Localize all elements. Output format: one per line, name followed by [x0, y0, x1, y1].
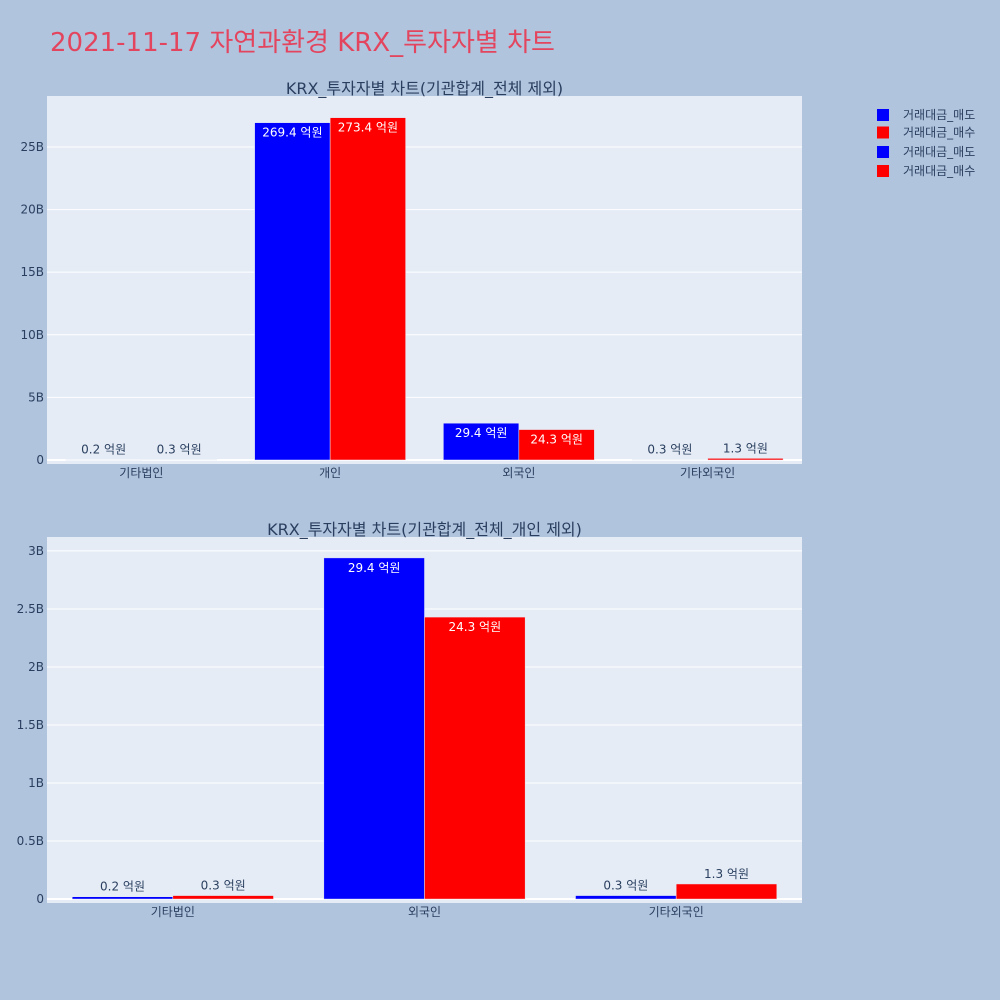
data-label: 0.3 억원: [201, 879, 246, 893]
y-tick-label: 25B: [20, 140, 44, 154]
y-tick-label: 20B: [20, 203, 44, 217]
data-label: 24.3 억원: [530, 433, 583, 447]
data-label: 0.2 억원: [100, 880, 145, 894]
bar: [675, 883, 778, 900]
bar: [518, 429, 595, 461]
legend-item-sell[interactable]: 거래대금_매도: [877, 108, 975, 122]
legend-label: 거래대금_매도: [903, 108, 975, 122]
legend-item-sell[interactable]: 거래대금_매도: [877, 145, 975, 159]
plot-area: [47, 96, 802, 464]
bar: [329, 117, 406, 461]
y-tick-label: 10B: [20, 328, 44, 342]
legend: 거래대금_매도 거래대금_매수 거래대금_매도 거래대금_매수: [877, 108, 975, 178]
x-tick-label: 기타법인: [119, 466, 163, 480]
legend-swatch: [877, 165, 889, 177]
subplot-title: KRX_투자자별 차트(기관합계_전체 제외): [286, 79, 563, 99]
y-tick-label: 0.5B: [17, 834, 44, 848]
y-tick-label: 3B: [28, 544, 44, 558]
data-label: 0.3 억원: [603, 879, 648, 893]
legend-item-buy[interactable]: 거래대금_매수: [877, 164, 975, 178]
x-tick-label: 기타외국인: [680, 466, 735, 480]
y-tick-label: 2.5B: [17, 602, 44, 616]
legend-label: 거래대금_매수: [903, 126, 975, 140]
legend-swatch: [877, 109, 889, 121]
bar: [254, 122, 331, 461]
data-label: 24.3 억원: [449, 620, 502, 634]
bar: [707, 458, 784, 461]
legend-swatch: [877, 126, 889, 139]
data-label: 0.2 억원: [81, 443, 126, 457]
subplot-title: KRX_투자자별 차트(기관합계_전체_개인 제외): [267, 520, 582, 540]
legend-label: 거래대금_매수: [903, 164, 975, 178]
bar: [443, 422, 520, 461]
data-label: 0.3 억원: [157, 443, 202, 457]
data-label: 273.4 억원: [338, 121, 398, 135]
legend-label: 거래대금_매도: [903, 145, 975, 159]
x-tick-label: 외국인: [502, 466, 535, 480]
bar: [575, 895, 677, 900]
x-tick-label: 기타외국인: [649, 905, 704, 919]
legend-swatch: [877, 146, 889, 158]
data-label: 1.3 억원: [723, 441, 768, 455]
legend-item-buy[interactable]: 거래대금_매수: [877, 126, 975, 140]
y-tick-label: 5B: [28, 390, 44, 404]
y-tick-label: 2B: [28, 660, 44, 674]
bar: [172, 895, 274, 900]
bar: [424, 616, 526, 900]
y-tick-label: 15B: [20, 265, 44, 279]
page-title: 2021-11-17 자연과환경 KRX_투자자별 차트: [50, 28, 555, 58]
y-tick-label: 0: [36, 892, 44, 906]
bar: [71, 896, 174, 900]
x-tick-label: 기타법인: [151, 905, 195, 919]
x-tick-label: 개인: [319, 466, 341, 480]
data-label: 1.3 억원: [704, 867, 749, 881]
y-tick-label: 0: [36, 453, 44, 467]
data-label: 0.3 억원: [647, 443, 692, 457]
data-label: 269.4 억원: [262, 126, 322, 140]
y-tick-label: 1.5B: [17, 718, 44, 732]
y-tick-label: 1B: [28, 776, 44, 790]
data-label: 29.4 억원: [455, 426, 508, 440]
x-tick-label: 외국인: [408, 905, 441, 919]
bar: [323, 557, 425, 900]
data-label: 29.4 억원: [348, 561, 401, 575]
